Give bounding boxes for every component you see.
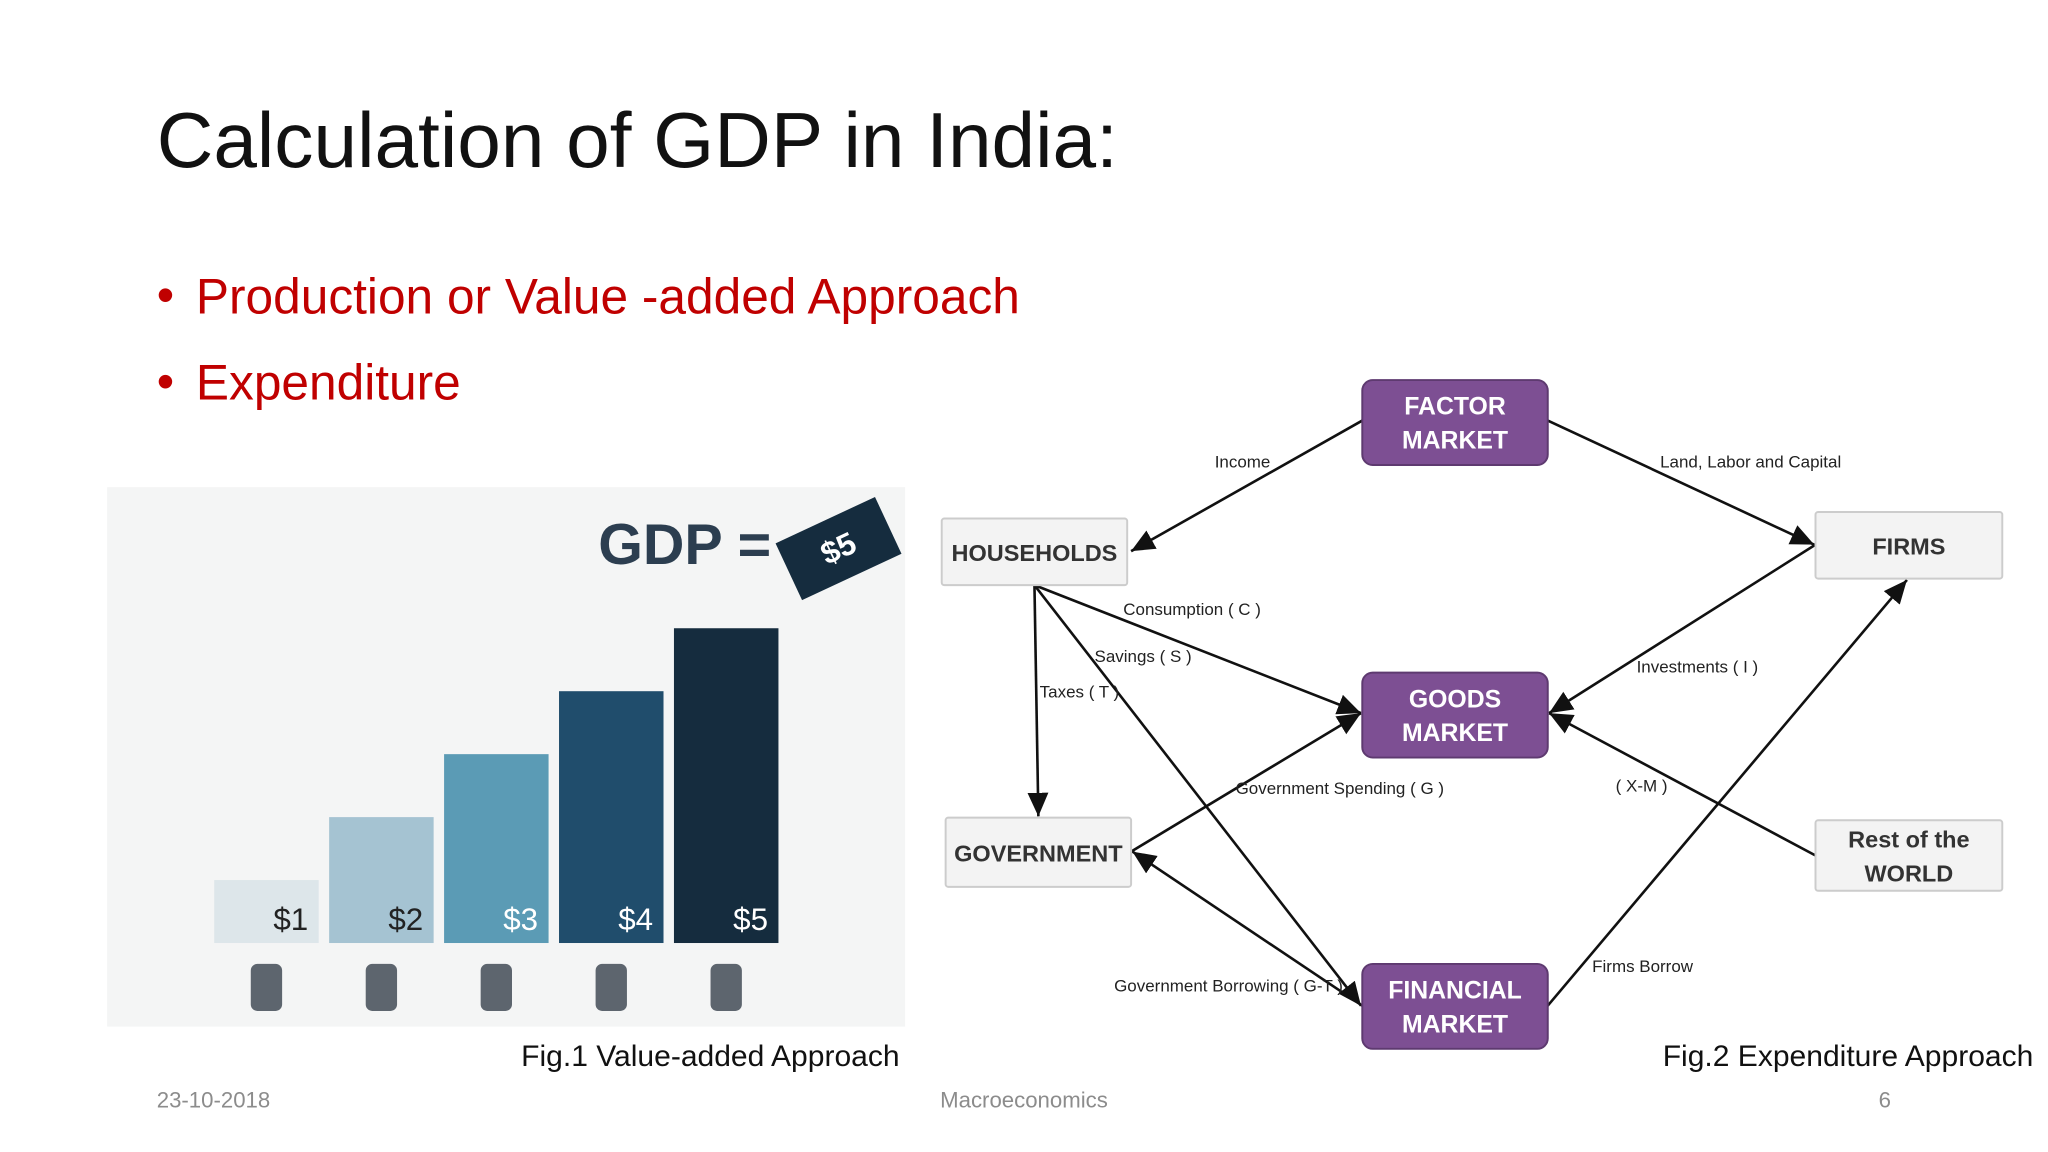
sector-node (1814, 819, 2004, 892)
value-label: $1 (273, 902, 308, 937)
arrow (1033, 584, 1363, 1007)
edge-label: Income (1215, 453, 1271, 472)
arrow (1546, 579, 1908, 1007)
sector-node (940, 517, 1129, 587)
arrow (1033, 583, 1362, 715)
page-number: 6 (1879, 1088, 1891, 1113)
edge-label: ( X-M ) (1616, 777, 1668, 796)
bullet: Expenditure (196, 355, 461, 411)
edge-label: Taxes ( T ) (1040, 682, 1120, 701)
arrow (1548, 711, 1817, 857)
figure-2: Income Land, Labor and Capital Consumpti… (940, 379, 2004, 1050)
figure-1: GDP = $5 $1 $2 $3 $4 $5 (107, 487, 906, 1027)
bullet-dot: • (157, 353, 174, 409)
edge-label: Government Spending ( G ) (1236, 779, 1444, 798)
caption: Fig.2 Expenditure Approach (1663, 1040, 2034, 1073)
bar (214, 880, 319, 944)
node-label: MARKET (1402, 428, 1508, 455)
arrow (1130, 712, 1362, 853)
value-label: $4 (618, 902, 653, 937)
bar (444, 754, 549, 944)
bullet: Production or Value -added Approach (196, 268, 1020, 324)
nodes: FACTOR MARKET HOUSEHOLDS FIRMS GOODS MARKET GO… (940, 379, 2004, 1050)
gdp-heading: GDP = (598, 513, 771, 577)
value-label: $5 (733, 902, 768, 937)
edge-label: Government Borrowing ( G-T ) (1114, 976, 1343, 995)
node-label: MARKET (1402, 1011, 1508, 1038)
value-label: $2 (388, 902, 423, 937)
arrow (1548, 543, 1817, 715)
footer-title: Macroeconomics (940, 1088, 1108, 1113)
badge-box (775, 496, 902, 601)
node-label: MARKET (1402, 720, 1508, 747)
arrow (1130, 419, 1363, 553)
sector-node (944, 816, 1133, 888)
icon (710, 963, 742, 1011)
node-label: FACTOR (1404, 394, 1506, 421)
icon (595, 963, 627, 1011)
market-node (1361, 379, 1549, 466)
market-node (1361, 962, 1549, 1050)
arrow (1131, 850, 1364, 1007)
node-label: GOODS (1409, 686, 1501, 713)
node-label: WORLD (1865, 861, 1954, 887)
edge-label: Firms Borrow (1592, 957, 1694, 976)
edge-label: Investments ( I ) (1637, 658, 1759, 677)
icon (250, 963, 283, 1011)
edge-label: Consumption ( C ) (1123, 600, 1261, 619)
edge-label: Savings ( S ) (1095, 647, 1192, 666)
value-label: $3 (503, 902, 538, 937)
node-label: FINANCIAL (1388, 978, 1522, 1005)
arrow (1547, 419, 1815, 546)
badge: $5 (775, 496, 902, 601)
node-label: HOUSEHOLDS (952, 540, 1118, 566)
bar (329, 817, 434, 944)
market-node (1361, 671, 1549, 759)
bar (559, 691, 664, 944)
arrow (1027, 585, 1049, 817)
node-label: FIRMS (1872, 533, 1945, 559)
caption: Fig.1 Value-added Approach (521, 1040, 899, 1073)
bar (673, 628, 779, 944)
footer-date: 23-10-2018 (157, 1088, 270, 1113)
icon (480, 963, 512, 1011)
icon (365, 963, 398, 1011)
edge-label: Land, Labor and Capital (1660, 453, 1841, 472)
bullet-dot: • (157, 267, 174, 323)
node-label: GOVERNMENT (954, 840, 1123, 866)
node-label: Rest of the (1848, 827, 1969, 853)
sector-node (1814, 511, 2004, 580)
title: Calculation of GDP in India: (157, 96, 1118, 184)
